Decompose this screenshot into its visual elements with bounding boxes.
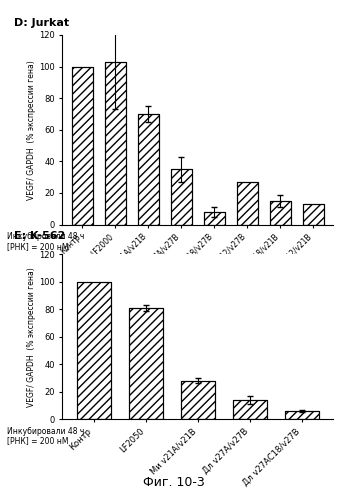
Text: Инкубировали 48 ч: Инкубировали 48 ч xyxy=(7,427,84,436)
Bar xyxy=(77,282,111,419)
Text: E: K-562: E: K-562 xyxy=(14,231,65,241)
Bar xyxy=(171,169,192,225)
Bar xyxy=(104,62,126,225)
Bar xyxy=(285,411,319,419)
Bar xyxy=(129,308,163,419)
Y-axis label: VEGF/ GAPDH  (% экспрессии гена): VEGF/ GAPDH (% экспрессии гена) xyxy=(27,60,36,200)
Bar xyxy=(77,282,111,419)
Bar xyxy=(270,201,291,225)
Bar xyxy=(237,182,258,225)
Bar xyxy=(71,66,93,225)
Text: [РНК] = 200 нМ: [РНК] = 200 нМ xyxy=(7,242,68,251)
Bar xyxy=(237,182,258,225)
Bar xyxy=(204,212,225,225)
Bar xyxy=(137,114,159,225)
Bar xyxy=(285,411,319,419)
Bar xyxy=(129,308,163,419)
Bar xyxy=(270,201,291,225)
Bar xyxy=(181,381,215,419)
Bar xyxy=(104,62,126,225)
Bar xyxy=(137,114,159,225)
Bar xyxy=(233,400,267,419)
Text: Инкубировали 48 ч: Инкубировали 48 ч xyxy=(7,232,84,241)
Bar xyxy=(171,169,192,225)
Text: Фиг. 10-3: Фиг. 10-3 xyxy=(143,476,204,489)
Bar xyxy=(303,204,324,225)
Bar xyxy=(303,204,324,225)
Text: [РНК] = 200 нМ: [РНК] = 200 нМ xyxy=(7,437,68,446)
Bar xyxy=(71,66,93,225)
Bar xyxy=(233,400,267,419)
Y-axis label: VEGF/ GAPDH  (% экспрессии гена): VEGF/ GAPDH (% экспрессии гена) xyxy=(27,267,36,407)
Text: D: Jurkat: D: Jurkat xyxy=(14,17,69,27)
Bar xyxy=(204,212,225,225)
Bar xyxy=(181,381,215,419)
